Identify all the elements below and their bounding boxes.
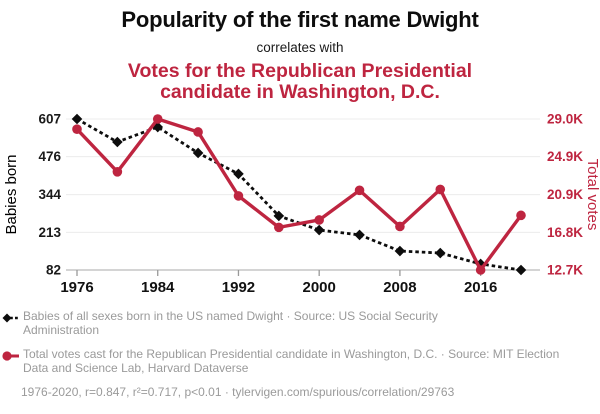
data-point-babies bbox=[394, 245, 406, 257]
svg-text:2016: 2016 bbox=[464, 279, 497, 296]
data-point-votes bbox=[72, 124, 82, 134]
svg-text:1984: 1984 bbox=[141, 279, 175, 296]
left-axis-title: Babies born bbox=[3, 154, 20, 234]
series-votes bbox=[72, 114, 526, 275]
svg-text:20.9K: 20.9K bbox=[547, 187, 583, 202]
svg-text:607: 607 bbox=[38, 112, 61, 127]
right-axis-tick-labels: 29.0K 24.9K 20.9K 16.8K 12.7K bbox=[547, 112, 583, 278]
legend-item-votes: Total votes cast for the Republican Pres… bbox=[0, 347, 600, 375]
secondary-title: Votes for the Republican Presidential ca… bbox=[0, 61, 600, 103]
correlates-with-subtitle: correlates with bbox=[256, 40, 344, 55]
legend-label-babies: Babies of all sexes born in the US named… bbox=[23, 309, 438, 337]
chart-header: Popularity of the first name Dwight corr… bbox=[0, 0, 600, 103]
correlation-line-chart: 1976 1984 1992 2000 2008 2016 607 476 344 213 82 29… bbox=[3, 112, 600, 297]
svg-text:24.9K: 24.9K bbox=[547, 149, 583, 164]
svg-text:213: 213 bbox=[38, 225, 61, 240]
red-circle-solid-icon bbox=[2, 347, 20, 367]
data-point-votes bbox=[314, 215, 324, 225]
data-point-babies bbox=[273, 210, 285, 222]
data-point-votes bbox=[274, 222, 284, 233]
svg-text:476: 476 bbox=[38, 149, 61, 164]
data-point-votes bbox=[516, 210, 526, 221]
data-point-votes bbox=[475, 265, 486, 275]
svg-text:12.7K: 12.7K bbox=[547, 263, 583, 278]
data-point-votes bbox=[152, 114, 163, 124]
data-point-babies bbox=[71, 113, 83, 125]
svg-text:16.8K: 16.8K bbox=[547, 225, 583, 240]
data-point-babies bbox=[475, 258, 486, 270]
svg-text:344: 344 bbox=[38, 187, 61, 202]
svg-text:29.0K: 29.0K bbox=[547, 112, 583, 127]
data-point-babies bbox=[233, 168, 244, 180]
data-point-votes bbox=[193, 127, 203, 137]
data-point-votes bbox=[233, 191, 244, 201]
svg-text:2000: 2000 bbox=[302, 279, 335, 296]
legend-label-votes: Total votes cast for the Republican Pres… bbox=[23, 347, 560, 375]
black-diamond-dashed-icon bbox=[2, 309, 20, 329]
data-point-votes bbox=[435, 184, 446, 195]
secondary-title-line2: candidate in Washington, D.C. bbox=[160, 81, 440, 103]
data-point-babies bbox=[313, 224, 325, 236]
x-axis: 1976 1984 1992 2000 2008 2016 bbox=[60, 270, 497, 296]
svg-text:1976: 1976 bbox=[60, 279, 93, 296]
data-point-votes bbox=[354, 185, 365, 196]
svg-text:2008: 2008 bbox=[383, 279, 416, 296]
data-point-votes bbox=[395, 221, 405, 232]
data-point-babies bbox=[515, 264, 527, 276]
page-title: Popularity of the first name Dwight bbox=[121, 7, 479, 32]
svg-text:1992: 1992 bbox=[222, 279, 255, 296]
left-axis-tick-labels: 607 476 344 213 82 bbox=[38, 112, 61, 278]
data-point-babies bbox=[434, 247, 446, 259]
data-point-babies bbox=[112, 136, 123, 148]
data-point-votes bbox=[112, 167, 123, 177]
legend-item-babies: Babies of all sexes born in the US named… bbox=[0, 309, 600, 337]
svg-text:82: 82 bbox=[46, 263, 61, 278]
data-point-babies bbox=[354, 229, 365, 241]
legend: Babies of all sexes born in the US named… bbox=[0, 309, 600, 375]
secondary-title-line1: Votes for the Republican Presidential bbox=[127, 60, 473, 82]
right-axis-title: Total votes bbox=[584, 159, 600, 231]
footer-stats-and-url: 1976-2020, r=0.847, r²=0.717, p<0.01 · t… bbox=[21, 385, 455, 399]
